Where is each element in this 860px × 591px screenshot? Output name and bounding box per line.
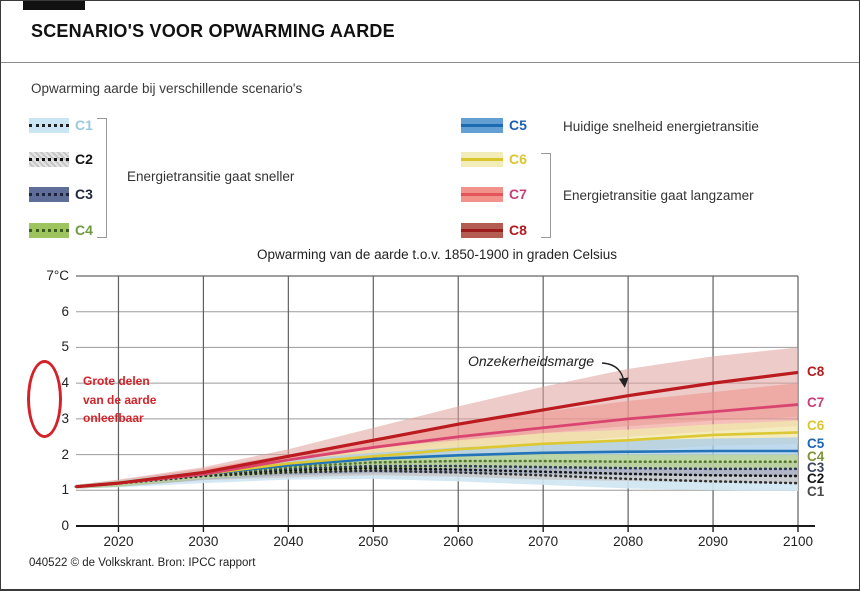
uncertainty-band-c4 bbox=[76, 453, 798, 489]
y-tick-label-6: 6 bbox=[61, 303, 69, 319]
legend-group-faster-label: Energietransitie gaat sneller bbox=[127, 169, 295, 184]
legend-label-c2: C2 bbox=[75, 151, 93, 167]
y-tick-label-0: 0 bbox=[61, 518, 69, 533]
legend-label-c8: C8 bbox=[509, 222, 527, 238]
y-tick-label-7: 7°C bbox=[46, 268, 69, 283]
uncertainty-annotation: Onzekerheidsmarge bbox=[468, 353, 595, 369]
series-end-label-c2: C2 bbox=[807, 471, 825, 486]
series-end-label-c8: C8 bbox=[807, 364, 825, 380]
legend-label-c7: C7 bbox=[509, 186, 527, 202]
source-credit: 040522 © de Volkskrant. Bron: IPCC rappo… bbox=[29, 557, 256, 569]
legend-swatch-c2 bbox=[29, 152, 69, 167]
series-end-label-c1: C1 bbox=[807, 484, 825, 500]
uncertainty-arrow bbox=[601, 362, 629, 388]
legend-bracket-faster bbox=[97, 118, 107, 238]
legend-swatch-c6 bbox=[461, 152, 503, 167]
uninhabitable-note-line3: onleefbaar bbox=[83, 411, 144, 425]
series-end-label-c6: C6 bbox=[807, 418, 825, 434]
y-tick-label-3: 3 bbox=[61, 410, 69, 426]
uncertainty-band-c8 bbox=[76, 347, 798, 489]
legend-label-c6: C6 bbox=[509, 151, 527, 167]
uninhabitable-note: Grote delen van de aarde onleefbaar bbox=[83, 372, 156, 428]
chart-subtitle: Opwarming aarde bij verschillende scenar… bbox=[31, 81, 303, 96]
uninhabitable-note-line1: Grote delen bbox=[83, 374, 150, 388]
x-tick-label-2090: 2090 bbox=[698, 534, 729, 549]
header-divider bbox=[1, 62, 859, 63]
legend-group-slower-label: Energietransitie gaat langzamer bbox=[563, 188, 754, 203]
chart-title: Opwarming van de aarde t.o.v. 1850-1900 … bbox=[257, 247, 617, 262]
series-end-label-c3: C3 bbox=[807, 459, 825, 475]
x-tick-label-2050: 2050 bbox=[358, 534, 389, 549]
top-tab-mark bbox=[23, 1, 85, 10]
uninhabitable-note-line2: van de aarde bbox=[83, 392, 157, 407]
series-end-label-c7: C7 bbox=[807, 394, 825, 410]
legend-swatch-c4 bbox=[29, 223, 69, 238]
x-tick-label-2070: 2070 bbox=[528, 534, 559, 549]
legend-current-speed-label: Huidige snelheid energietransitie bbox=[563, 119, 759, 134]
page-title: SCENARIO'S VOOR OPWARMING AARDE bbox=[31, 21, 395, 41]
legend-swatch-c8 bbox=[461, 223, 503, 238]
x-tick-label-2020: 2020 bbox=[103, 534, 134, 549]
y-tick-label-2: 2 bbox=[61, 446, 69, 462]
legend-bracket-slower bbox=[541, 153, 551, 238]
x-tick-label-2030: 2030 bbox=[188, 534, 219, 549]
y-tick-label-5: 5 bbox=[61, 339, 69, 355]
series-end-label-c4: C4 bbox=[807, 448, 825, 464]
danger-zone-ellipse bbox=[27, 360, 62, 438]
x-tick-label-2060: 2060 bbox=[443, 534, 474, 549]
series-end-label-c5: C5 bbox=[807, 436, 825, 451]
scenario-line-c8 bbox=[75, 370, 799, 489]
legend-label-c4: C4 bbox=[75, 222, 93, 238]
legend-swatch-c5 bbox=[461, 118, 503, 133]
legend-swatch-c7 bbox=[461, 187, 503, 202]
legend-swatch-c1 bbox=[29, 118, 69, 133]
y-tick-label-1: 1 bbox=[61, 482, 69, 498]
x-tick-label-2100: 2100 bbox=[782, 534, 814, 549]
legend-label-c3: C3 bbox=[75, 186, 93, 202]
legend-swatch-c3 bbox=[29, 187, 69, 202]
x-tick-label-2080: 2080 bbox=[613, 534, 644, 549]
legend-label-c1: C1 bbox=[75, 117, 93, 133]
legend-label-c5: C5 bbox=[509, 117, 527, 133]
x-tick-label-2040: 2040 bbox=[273, 534, 304, 549]
y-tick-label-4: 4 bbox=[61, 375, 69, 391]
